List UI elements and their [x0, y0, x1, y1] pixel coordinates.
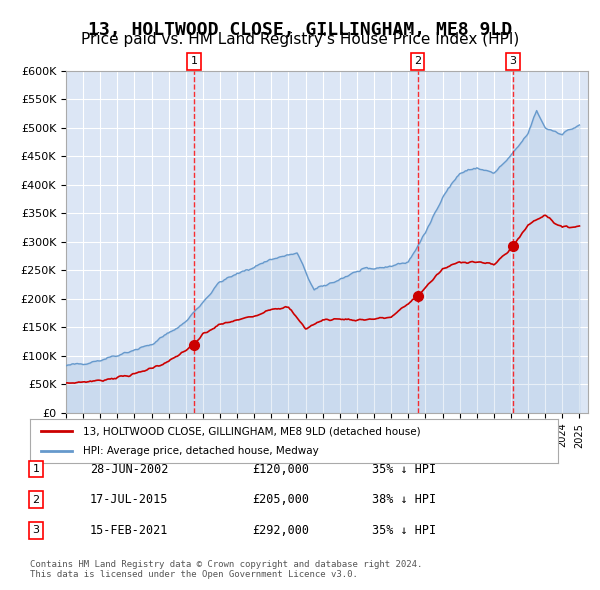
Text: 13, HOLTWOOD CLOSE, GILLINGHAM, ME8 9LD: 13, HOLTWOOD CLOSE, GILLINGHAM, ME8 9LD [88, 21, 512, 39]
Text: HPI: Average price, detached house, Medway: HPI: Average price, detached house, Medw… [83, 446, 319, 455]
Text: 2: 2 [32, 495, 40, 504]
Text: 17-JUL-2015: 17-JUL-2015 [90, 493, 169, 506]
Text: 38% ↓ HPI: 38% ↓ HPI [372, 493, 436, 506]
Text: 3: 3 [32, 526, 40, 535]
Text: 28-JUN-2002: 28-JUN-2002 [90, 463, 169, 476]
Text: 15-FEB-2021: 15-FEB-2021 [90, 524, 169, 537]
Text: 3: 3 [509, 56, 517, 66]
Text: £120,000: £120,000 [252, 463, 309, 476]
Text: 2: 2 [414, 56, 421, 66]
Text: Contains HM Land Registry data © Crown copyright and database right 2024.
This d: Contains HM Land Registry data © Crown c… [30, 560, 422, 579]
Text: 35% ↓ HPI: 35% ↓ HPI [372, 463, 436, 476]
Text: 13, HOLTWOOD CLOSE, GILLINGHAM, ME8 9LD (detached house): 13, HOLTWOOD CLOSE, GILLINGHAM, ME8 9LD … [83, 427, 421, 436]
Text: 35% ↓ HPI: 35% ↓ HPI [372, 524, 436, 537]
Text: Price paid vs. HM Land Registry's House Price Index (HPI): Price paid vs. HM Land Registry's House … [81, 32, 519, 47]
Text: £205,000: £205,000 [252, 493, 309, 506]
Text: 1: 1 [191, 56, 197, 66]
Text: 1: 1 [32, 464, 40, 474]
Text: £292,000: £292,000 [252, 524, 309, 537]
